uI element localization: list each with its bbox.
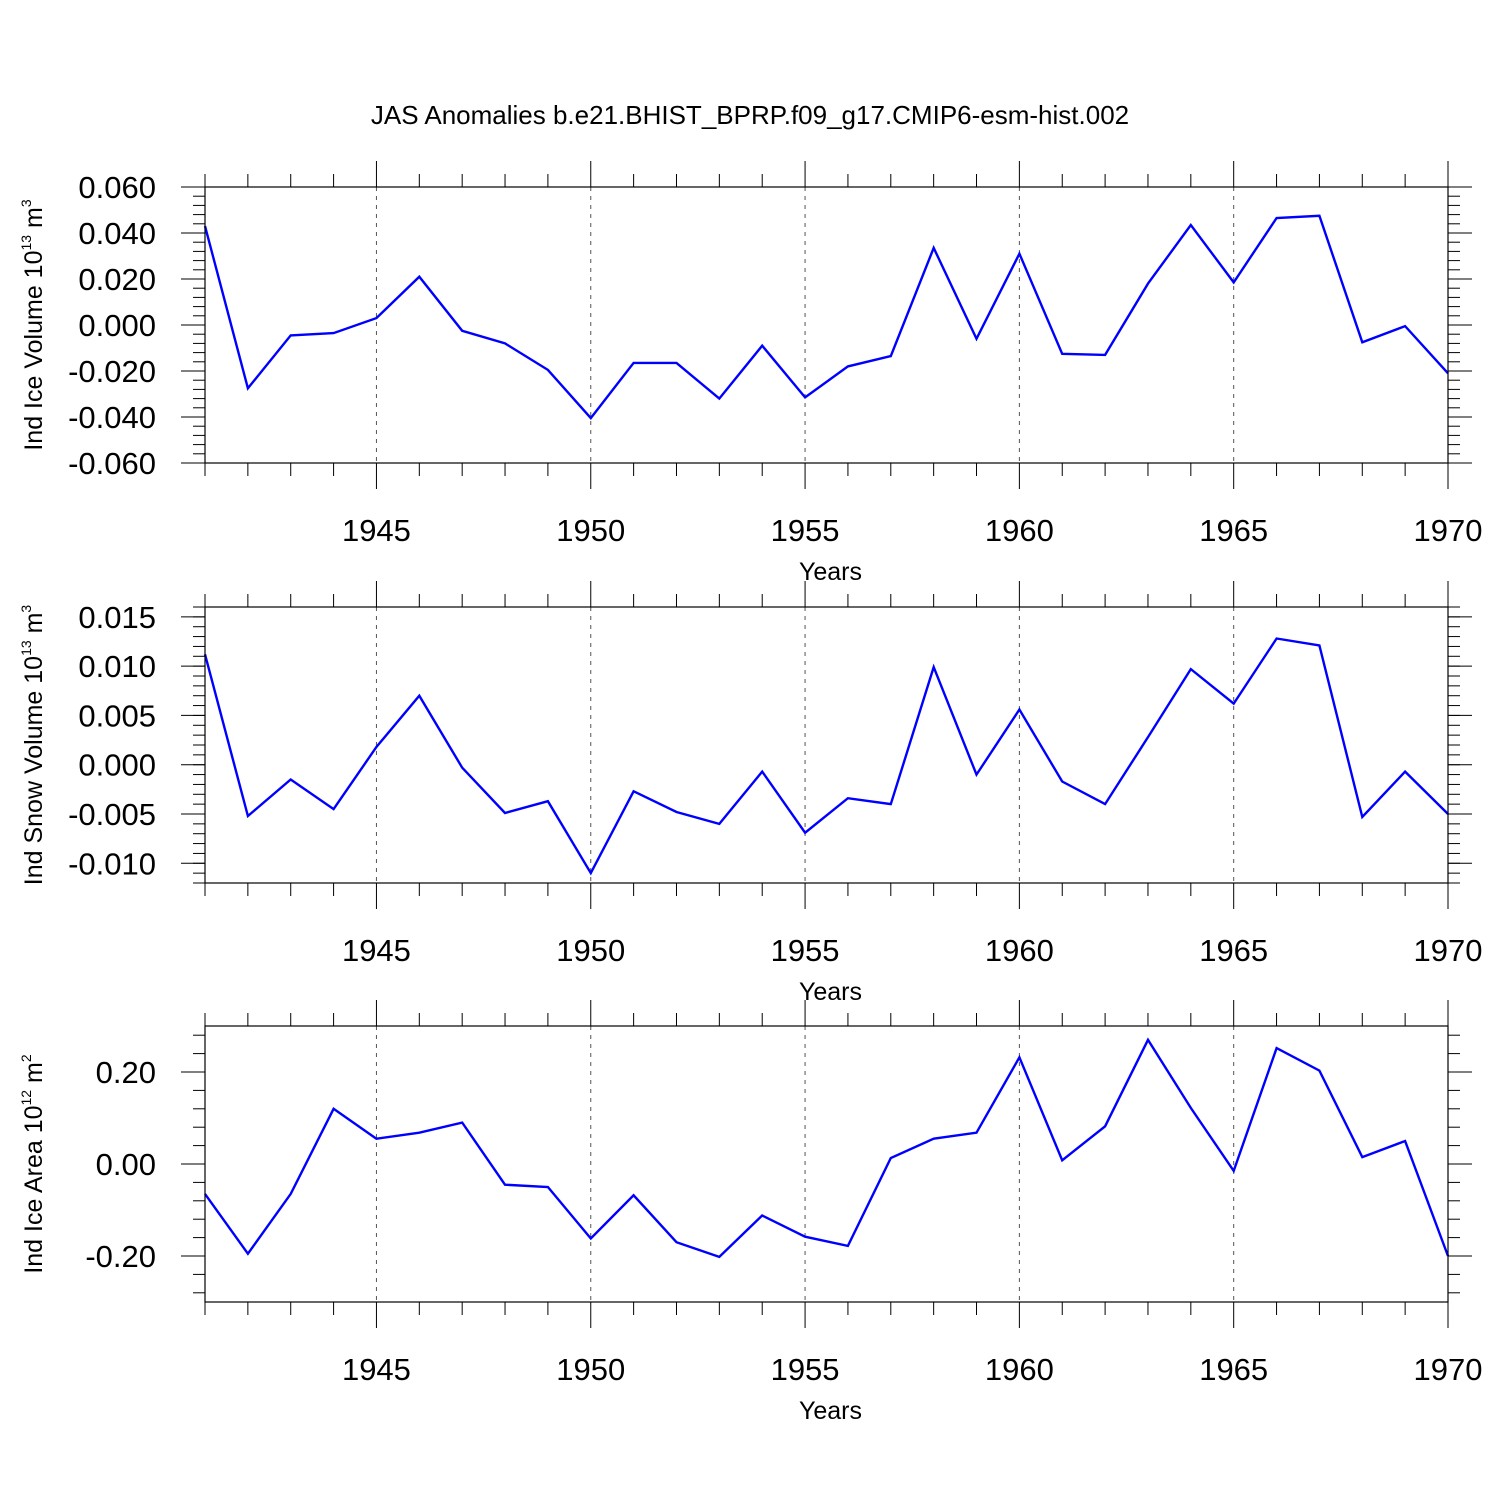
x-tick-label: 1945 xyxy=(342,1352,411,1387)
y-tick-label: -0.060 xyxy=(68,446,156,481)
data-series-line xyxy=(204,1037,1450,1259)
plot-frame xyxy=(204,606,1449,884)
plot-frame xyxy=(204,1025,1449,1303)
x-tick-label: 1945 xyxy=(342,933,411,968)
x-tick-label: 1950 xyxy=(556,933,625,968)
x-tick-label: 1965 xyxy=(1199,933,1268,968)
panel-1: 0.060 0.040 0.020 0.000 -0.020 -0.040 -0.060 19… xyxy=(18,161,1482,586)
x-tick-label: 1965 xyxy=(1199,1352,1268,1387)
x-tick-label: 1955 xyxy=(771,933,840,968)
panel-3: 0.20 0.00 -0.20 1945 1950 1955 1960 1965 1970 Yea… xyxy=(18,1000,1482,1425)
x-tick-label: 1960 xyxy=(985,1352,1054,1387)
x-tick-label: 1955 xyxy=(771,513,840,548)
y-axis-label: Ind Ice Volume 1013 m3 xyxy=(18,199,48,451)
plot-frame xyxy=(204,186,1449,464)
x-tick-label: 1950 xyxy=(556,1352,625,1387)
y-tick-label: -0.040 xyxy=(68,400,156,435)
x-tick-label: 1960 xyxy=(985,513,1054,548)
x-tick-label: 1970 xyxy=(1414,933,1483,968)
chart-title: JAS Anomalies b.e21.BHIST_BPRP.f09_g17.C… xyxy=(371,100,1129,130)
data-series-line xyxy=(203,214,1449,420)
y-tick-label: 0.000 xyxy=(78,308,156,343)
y-tick-label: -0.20 xyxy=(85,1239,156,1274)
y-tick-label: 0.00 xyxy=(96,1147,156,1182)
x-tick-label: 1970 xyxy=(1414,1352,1483,1387)
y-tick-label: -0.010 xyxy=(68,846,156,881)
x-tick-label: 1945 xyxy=(342,513,411,548)
y-tick-label: 0.000 xyxy=(78,748,156,783)
x-axis-label: Years xyxy=(799,1397,862,1425)
x-tick-label: 1955 xyxy=(771,1352,840,1387)
y-tick-label: 0.20 xyxy=(96,1055,156,1090)
x-tick-label: 1960 xyxy=(985,933,1054,968)
panel-2: 0.015 0.010 0.005 0.000 -0.005 -0.010 1945 1950… xyxy=(18,581,1482,1006)
y-tick-label: 0.010 xyxy=(78,649,156,684)
y-tick-label: 0.020 xyxy=(78,262,156,297)
x-tick-label: 1965 xyxy=(1199,513,1268,548)
data-series-line xyxy=(203,637,1449,876)
y-tick-label: 0.040 xyxy=(78,216,156,251)
y-tick-label: -0.020 xyxy=(68,354,156,389)
x-tick-label: 1970 xyxy=(1414,513,1483,548)
y-tick-label: 0.005 xyxy=(78,698,156,733)
x-tick-label: 1950 xyxy=(556,513,625,548)
y-tick-label: -0.005 xyxy=(68,797,156,832)
y-axis-label: Ind Ice Area 1012 m2 xyxy=(18,1054,48,1274)
x-axis-label: Years xyxy=(799,978,862,1006)
y-axis-label: Ind Snow Volume 1013 m3 xyxy=(18,605,48,886)
y-tick-label: 0.015 xyxy=(78,600,156,635)
y-tick-label: 0.060 xyxy=(78,170,156,205)
x-axis-label: Years xyxy=(799,558,862,586)
